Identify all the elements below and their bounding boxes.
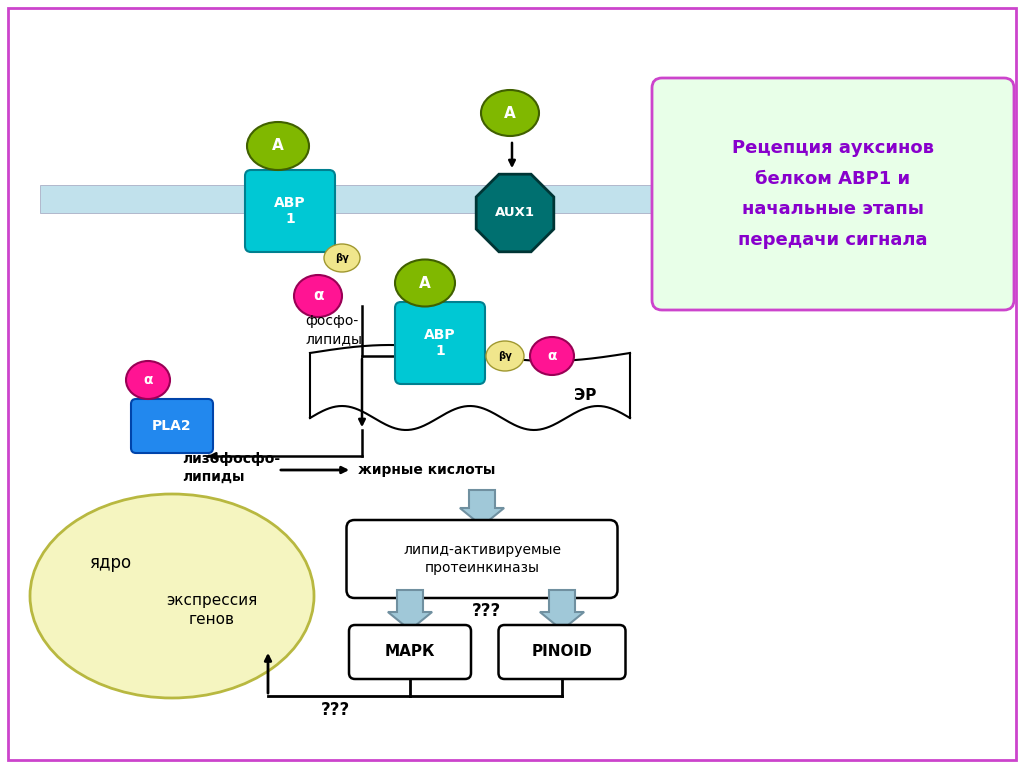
Ellipse shape [30,494,314,698]
Text: липид-активируемые
протеинкиназы: липид-активируемые протеинкиназы [403,543,561,575]
Text: βγ: βγ [498,351,512,361]
FancyBboxPatch shape [131,399,213,453]
Ellipse shape [395,260,455,306]
Text: лизофосфо-
липиды: лизофосфо- липиды [182,452,281,484]
Text: Рецепция ауксинов
белком АВР1 и
начальные этапы
передачи сигнала: Рецепция ауксинов белком АВР1 и начальны… [732,139,934,249]
Text: плазмалемма: плазмалемма [795,192,904,206]
Ellipse shape [530,337,574,375]
Text: α: α [143,373,153,387]
Text: АВР
1: АВР 1 [274,196,306,226]
Text: экспрессия
генов: экспрессия генов [166,593,258,627]
Text: α: α [312,289,324,303]
Ellipse shape [324,244,360,272]
Polygon shape [460,490,504,526]
Text: A: A [419,276,431,290]
Ellipse shape [247,122,309,170]
Text: AUX1: AUX1 [495,207,535,220]
Text: A: A [272,138,284,154]
Text: МАРК: МАРК [385,644,435,660]
FancyBboxPatch shape [395,302,485,384]
Text: ???: ??? [321,701,349,719]
Text: α: α [547,349,557,363]
Text: PINOID: PINOID [531,644,592,660]
FancyBboxPatch shape [40,185,790,213]
Polygon shape [476,174,554,252]
Polygon shape [388,590,432,630]
Text: ядро: ядро [89,554,131,572]
FancyBboxPatch shape [499,625,626,679]
FancyBboxPatch shape [349,625,471,679]
Text: ЭР: ЭР [573,389,596,403]
Text: PLA2: PLA2 [153,419,191,433]
FancyBboxPatch shape [245,170,335,252]
Text: АВР
1: АВР 1 [424,328,456,358]
Text: ???: ??? [471,602,501,620]
Text: фосфо-
липиды: фосфо- липиды [305,314,362,346]
FancyBboxPatch shape [652,78,1014,310]
Polygon shape [540,590,584,630]
Ellipse shape [486,341,524,371]
Text: A: A [504,105,516,121]
Polygon shape [310,345,630,430]
Ellipse shape [126,361,170,399]
Text: βγ: βγ [335,253,349,263]
Ellipse shape [294,275,342,317]
FancyBboxPatch shape [346,520,617,598]
Ellipse shape [481,90,539,136]
Text: жирные кислоты: жирные кислоты [358,463,496,477]
